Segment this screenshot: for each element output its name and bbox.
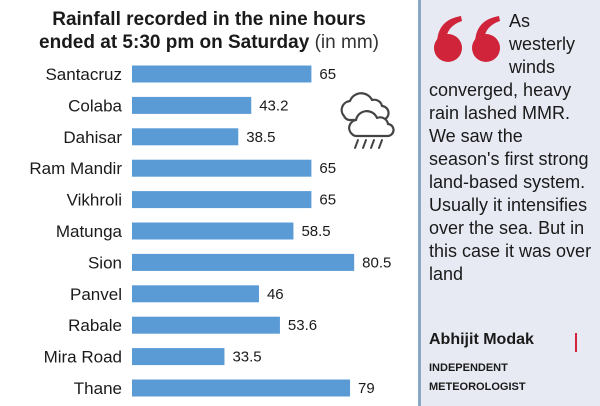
bar — [132, 191, 312, 209]
chart-unit: (in mm) — [314, 32, 379, 53]
value-label: 65 — [319, 160, 336, 177]
bar — [132, 96, 252, 114]
category-label: Dahisar — [63, 128, 122, 147]
author-role-line-1: INDEPENDENT — [429, 362, 508, 374]
bar — [132, 379, 351, 397]
bar-chart: Santacruz 65 Colaba 43.2 Dahisar 38.5 Ram Mand… — [29, 65, 391, 398]
value-label: 38.5 — [246, 129, 275, 146]
chart-title: Rainfall recorded in the nine hours ende… — [0, 8, 418, 54]
category-label: Colaba — [68, 96, 122, 115]
category-label: Thane — [74, 379, 122, 398]
value-label: 53.6 — [288, 317, 317, 334]
category-label: Vikhroli — [67, 191, 122, 210]
category-label: Matunga — [56, 222, 123, 241]
value-label: 46 — [267, 286, 284, 303]
category-label: Santacruz — [45, 65, 122, 84]
quote-panel: As westerly winds converged, heavy rain … — [420, 0, 600, 406]
bar — [132, 65, 312, 83]
author-role: INDEPENDENT METEOROLOGIST — [429, 359, 589, 397]
chart-title-line-1: Rainfall recorded in the nine hours — [52, 9, 366, 30]
value-label: 65 — [319, 192, 336, 209]
panel-divider — [418, 0, 420, 406]
value-label: 33.5 — [232, 349, 261, 366]
bar — [132, 348, 225, 366]
category-label: Ram Mandir — [29, 159, 122, 178]
category-label: Mira Road — [44, 348, 122, 367]
value-label: 43.2 — [259, 97, 288, 114]
quote-marks-icon — [434, 16, 500, 62]
bar — [132, 222, 294, 240]
quote-text-block: As westerly winds converged, heavy rain … — [429, 10, 595, 286]
value-label: 79 — [358, 380, 375, 397]
bar — [132, 253, 355, 271]
category-label: Sion — [88, 253, 122, 272]
bar — [132, 159, 312, 177]
value-label: 58.5 — [301, 223, 330, 240]
chart-title-line-2-text: ended at 5:30 pm on Saturday — [39, 32, 310, 53]
author-role-line-2: METEOROLOGIST — [429, 381, 526, 393]
category-label: Rabale — [68, 316, 122, 335]
bar — [132, 285, 259, 303]
value-label: 65 — [319, 66, 336, 83]
author-accent-bar — [575, 333, 577, 352]
category-label: Panvel — [70, 285, 122, 304]
value-label: 80.5 — [362, 254, 391, 271]
author-name: Abhijit Modak — [429, 331, 534, 348]
bar — [132, 128, 239, 146]
rain-cloud-icon — [340, 92, 395, 149]
chart-title-line-2: ended at 5:30 pm on Saturday (in mm) — [0, 31, 418, 54]
bar — [132, 316, 280, 334]
quote-text: As westerly winds converged, heavy rain … — [429, 11, 592, 284]
chart-panel: Rainfall recorded in the nine hours ende… — [0, 8, 418, 398]
